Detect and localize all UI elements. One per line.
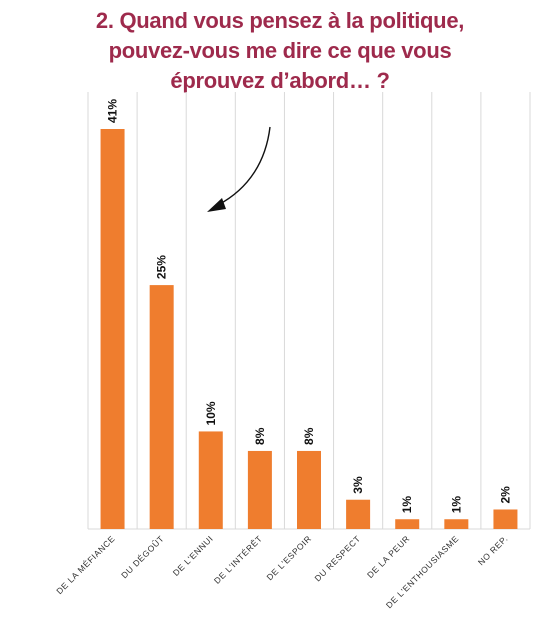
arrow-curve [217, 126, 271, 206]
data-label: 2% [498, 486, 512, 504]
category-label: NO REP. [476, 533, 510, 567]
data-label: 8% [253, 427, 267, 445]
chart-title-line-2: pouvez-vous me dire ce que vous [108, 38, 452, 63]
arrow-annotation-icon [207, 126, 271, 212]
chart-title-line-1: 2. Quand vous pensez à la politique, [95, 8, 465, 33]
data-label: 10% [204, 401, 218, 425]
data-label: 1% [449, 496, 463, 514]
category-label: DE L'INTÉRÊT [212, 533, 264, 585]
bar [198, 431, 223, 529]
bar [247, 450, 272, 529]
chart-title-line-3: éprouvez d’abord… ? [170, 68, 390, 93]
bar [149, 285, 174, 529]
category-label: DE L'ESPOIR [264, 533, 313, 582]
bar [297, 450, 321, 529]
bar [395, 519, 420, 529]
category-label: DU RESPECT [312, 533, 362, 583]
data-label: 25% [155, 255, 169, 279]
arrow-head [207, 198, 226, 212]
bar [493, 509, 518, 529]
bar [346, 499, 371, 529]
bar [444, 519, 469, 529]
data-labels: 41% 25% 10% 8% 8% 3% 1% 1% 2% [106, 99, 513, 514]
gridlines [87, 92, 531, 529]
bar [100, 129, 125, 529]
data-label: 1% [400, 496, 414, 514]
category-label: DE L'ENNUI [171, 533, 216, 578]
data-label: 41% [106, 99, 120, 123]
bars [100, 129, 518, 529]
data-label: 8% [302, 427, 316, 445]
category-label: DE LA PEUR [365, 533, 412, 580]
category-label: DE LA MÉFIANCE [54, 533, 117, 596]
category-label: DU DÉGOÛT [119, 533, 166, 580]
data-label: 3% [351, 476, 365, 494]
chart-title: 2. Quand vous pensez à la politique, pou… [40, 6, 520, 96]
